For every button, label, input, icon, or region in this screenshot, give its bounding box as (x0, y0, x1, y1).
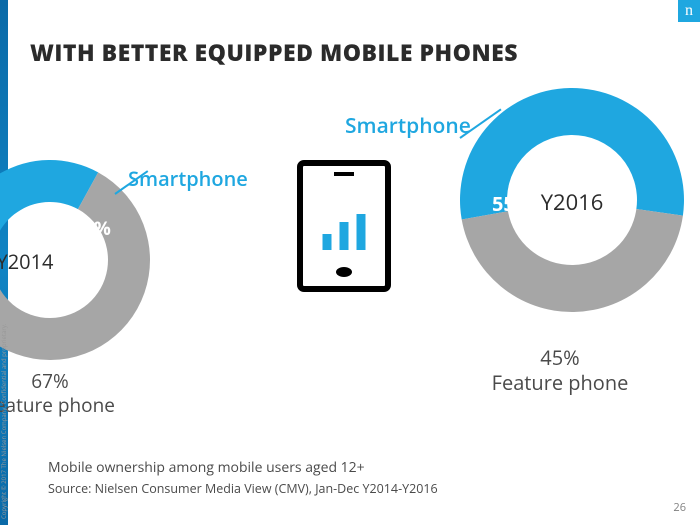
phone-bars-icon (297, 160, 391, 297)
copyright-vertical: Copyright © 2017 The Nielsen Company. Co… (0, 324, 8, 519)
callout-y2014-text: Smartphone (128, 165, 248, 192)
donut-y2016-center-label: Y2016 (522, 187, 622, 217)
donut-y2014-center-label: Y2014 (0, 248, 75, 275)
donut-y2014-feature-pct: 67% (0, 370, 150, 394)
donut-y2014-feature-label: 67% Feature phone (0, 370, 150, 418)
donut-y2016-smartphone-pct: 55% (492, 190, 533, 217)
donut-y2014-smartphone-pct: 33% (72, 215, 111, 241)
donut-y2016-smartphone-callout: Smartphone (345, 112, 471, 140)
nielsen-logo-n-glyph: n (685, 2, 693, 19)
donut-y2016-feature-label: 45% Feature phone (460, 345, 660, 395)
page-title: WITH BETTER EQUIPPED MOBILE PHONES (30, 36, 518, 68)
page-number: 26 (673, 500, 686, 515)
donut-y2016-feature-text: Feature phone (460, 370, 660, 395)
nielsen-logo-n: n (678, 0, 700, 22)
donut-y2014-feature-text: Feature phone (0, 394, 150, 418)
footnote-sample: Mobile ownership among mobile users aged… (48, 458, 365, 477)
callout-y2016-text: Smartphone (345, 112, 471, 140)
donut-y2014-smartphone-callout: Smartphone (128, 165, 248, 192)
footnote-source: Source: Nielsen Consumer Media View (CMV… (48, 480, 438, 497)
slide-root: n WITH BETTER EQUIPPED MOBILE PHONES Y20… (0, 0, 700, 525)
donut-y2016-feature-pct: 45% (460, 345, 660, 370)
